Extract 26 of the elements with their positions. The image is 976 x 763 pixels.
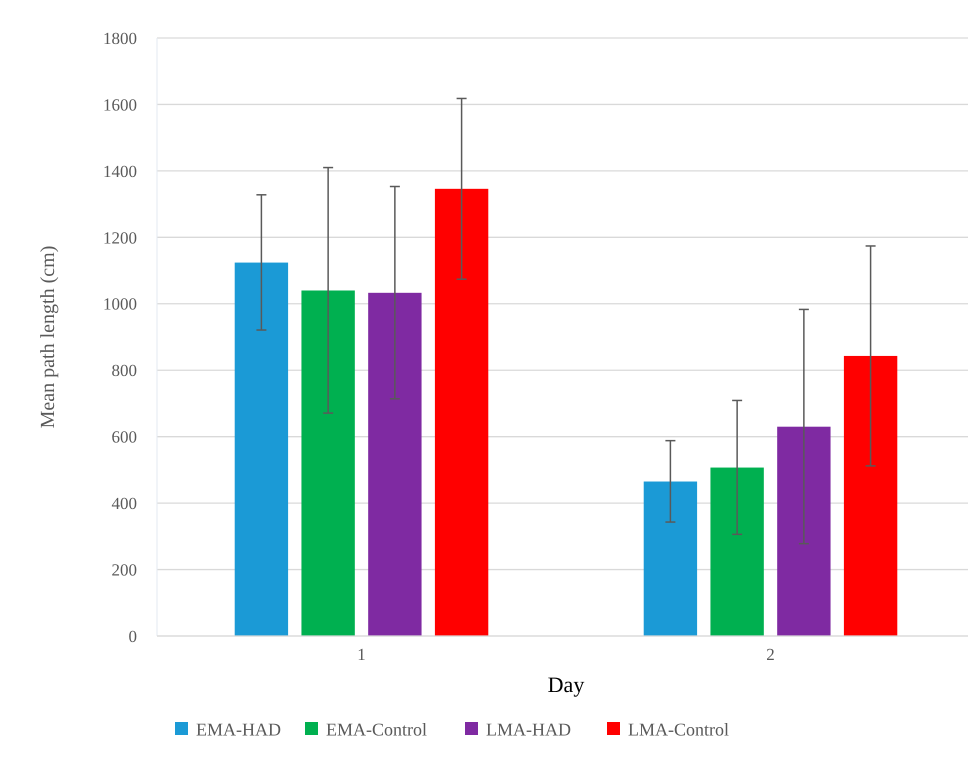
legend-label: EMA-Control <box>326 719 427 740</box>
y-tick-label: 800 <box>112 361 137 380</box>
y-tick-label: 1600 <box>103 95 137 114</box>
y-tick-label: 1000 <box>103 294 137 314</box>
legend-label: EMA-HAD <box>196 719 281 740</box>
bar <box>301 290 355 636</box>
y-tick-label: 1400 <box>103 162 137 181</box>
bar <box>710 468 764 636</box>
bar <box>777 426 831 636</box>
bar <box>844 356 898 636</box>
y-tick-label: 600 <box>112 428 137 447</box>
y-tick-label: 200 <box>112 560 137 580</box>
y-tick-label: 0 <box>128 626 137 646</box>
y-axis-title: Mean path length (cm) <box>37 246 59 428</box>
bar <box>234 262 288 636</box>
bar <box>434 188 488 636</box>
x-axis-title: Day <box>548 672 584 697</box>
y-tick-label: 1800 <box>103 28 137 48</box>
bar <box>644 482 698 636</box>
x-tick-label: 1 <box>357 645 366 664</box>
bar <box>368 292 422 636</box>
legend-label: LMA-Control <box>628 719 729 740</box>
y-tick-label: 400 <box>112 494 137 514</box>
x-tick-label: 2 <box>766 645 775 664</box>
legend-label: LMA-HAD <box>486 719 571 740</box>
y-tick-label: 1200 <box>103 228 137 248</box>
